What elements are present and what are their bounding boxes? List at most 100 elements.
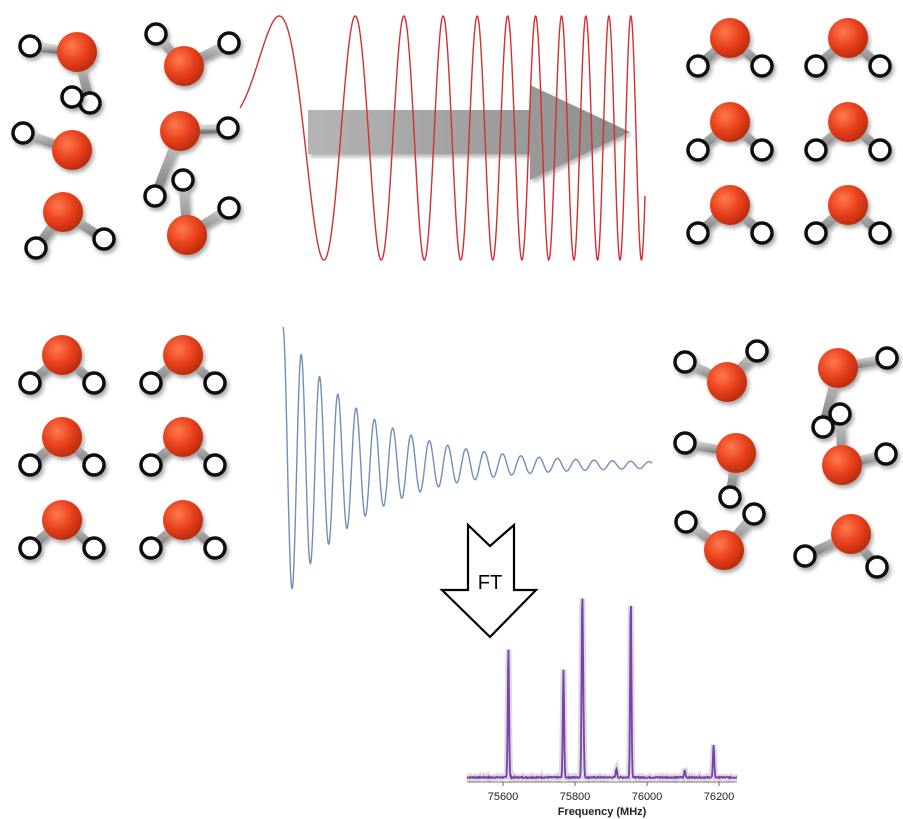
water-molecule	[674, 502, 766, 570]
hydrogen-atom	[217, 196, 241, 220]
hydrogen-atom	[804, 138, 828, 162]
oxygen-atom	[164, 46, 204, 86]
hydrogen-atom	[217, 31, 241, 55]
hydrogen-atom	[11, 121, 35, 145]
hydrogen-atom	[203, 371, 227, 395]
hydrogen-atom	[742, 502, 766, 526]
water-molecule	[793, 514, 889, 579]
water-molecule	[139, 500, 227, 560]
oxygen-atom	[43, 192, 83, 232]
hydrogen-atom	[203, 453, 227, 477]
water-molecule	[11, 85, 92, 170]
ft-label: FT	[478, 572, 502, 594]
hydrogen-atom	[686, 138, 710, 162]
x-tick-label: 76200	[704, 791, 735, 803]
hydrogen-atom	[216, 116, 240, 140]
hydrogen-atom	[673, 431, 697, 455]
hydrogen-atom	[82, 371, 106, 395]
oxygen-atom	[52, 130, 92, 170]
hydrogen-atom	[143, 184, 167, 208]
water-molecule	[144, 22, 241, 86]
hydrogen-atom	[18, 536, 42, 560]
oxygen-atom	[716, 433, 756, 473]
hydrogen-atom	[686, 54, 710, 78]
hydrogen-atom	[868, 138, 892, 162]
hydrogen-atom	[793, 544, 817, 568]
water-molecule	[811, 346, 899, 439]
x-tick-label: 75800	[560, 791, 591, 803]
hydrogen-atom	[804, 54, 828, 78]
hydrogen-atom	[92, 227, 116, 251]
hydrogen-atom	[745, 339, 769, 363]
water-molecule	[24, 192, 116, 260]
hydrogen-atom	[24, 236, 48, 260]
spectrum-series-line	[466, 598, 738, 780]
oxygen-atom	[828, 185, 868, 225]
hydrogen-atom	[868, 54, 892, 78]
water-molecule	[686, 102, 774, 162]
oxygen-atom	[57, 32, 97, 72]
oxygen-atom	[828, 18, 868, 58]
oxygen-atom	[831, 514, 871, 554]
oxygen-atom	[704, 530, 744, 570]
water-molecule	[686, 185, 774, 245]
oxygen-atom	[42, 335, 82, 375]
water-molecules	[11, 18, 899, 579]
chirped-pulse-waveform	[239, 15, 646, 261]
hydrogen-atom	[811, 415, 835, 439]
water-molecule	[18, 500, 106, 560]
hydrogen-atom	[203, 536, 227, 560]
oxygen-atom	[707, 362, 747, 402]
oxygen-atom	[163, 335, 203, 375]
hydrogen-atom	[865, 555, 889, 579]
hydrogen-atom	[18, 453, 42, 477]
water-molecule	[804, 185, 892, 245]
hydrogen-atom	[18, 34, 42, 58]
hydrogen-atom	[875, 346, 899, 370]
hydrogen-atom	[874, 442, 898, 466]
hydrogen-atom	[828, 402, 852, 426]
water-molecule	[139, 417, 227, 477]
oxygen-atom	[710, 102, 750, 142]
hydrogen-atom	[82, 536, 106, 560]
hydrogen-atom	[171, 168, 195, 192]
hydrogen-atom	[139, 536, 163, 560]
water-molecule	[167, 168, 241, 255]
fourier-transform-arrow: FT	[439, 522, 539, 639]
hydrogen-atom	[144, 22, 168, 46]
hydrogen-atom	[60, 85, 84, 109]
oxygen-atom	[710, 185, 750, 225]
oxygen-atom	[828, 102, 868, 142]
water-molecule	[804, 18, 892, 78]
oxygen-atom	[822, 445, 862, 485]
spectrum-chart: 75600 75800 76000 76200 Frequency (MHz)	[465, 598, 739, 818]
hydrogen-atom	[750, 138, 774, 162]
hydrogen-atom	[674, 510, 698, 534]
water-molecule	[143, 111, 240, 208]
x-tick-label: 76000	[632, 791, 663, 803]
free-induction-decay-waveform	[282, 326, 653, 590]
hydrogen-atom	[139, 453, 163, 477]
water-molecule	[686, 18, 774, 78]
hydrogen-atom	[18, 371, 42, 395]
oxygen-atom	[710, 18, 750, 58]
hydrogen-atom	[82, 453, 106, 477]
hydrogen-atom	[750, 221, 774, 245]
oxygen-atom	[42, 417, 82, 457]
water-molecule	[18, 417, 106, 477]
water-molecule	[18, 335, 106, 395]
oxygen-atom	[818, 348, 858, 388]
oxygen-atom	[163, 417, 203, 457]
hydrogen-atom	[868, 221, 892, 245]
water-molecule	[822, 402, 898, 485]
hydrogen-atom	[718, 485, 742, 509]
x-tick-label: 75600	[488, 791, 519, 803]
hydrogen-atom	[804, 221, 828, 245]
oxygen-atom	[42, 500, 82, 540]
oxygen-atom	[160, 111, 200, 151]
water-molecule	[139, 335, 227, 395]
water-molecule	[673, 431, 756, 509]
oxygen-atom	[167, 215, 207, 255]
